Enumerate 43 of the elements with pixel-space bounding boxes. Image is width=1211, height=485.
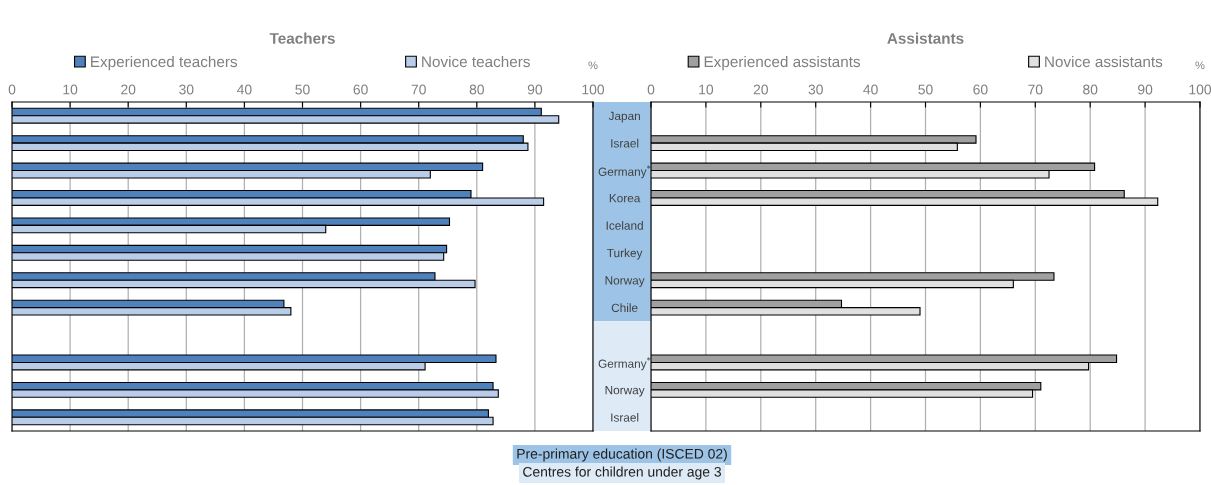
x-tick-label: 70 <box>411 84 426 95</box>
x-tick-label: 30 <box>179 84 194 95</box>
y-tick-label: Germany$^{*}$ <box>598 357 651 371</box>
x-tick-label: 90 <box>527 84 543 95</box>
x-tick-label: 100 <box>1189 84 1211 95</box>
y-tick-label: Israel <box>611 138 639 148</box>
y-tick-label: Israel <box>611 413 639 422</box>
y-tick-label: Iceland <box>606 221 643 230</box>
x-tick-label: 10 <box>699 84 714 95</box>
x-tick-label: 70 <box>1028 84 1043 95</box>
legend-label: Novice teachers <box>422 55 530 68</box>
x-tick-label: 80 <box>469 84 484 95</box>
legend-label: Novice assistants <box>1045 55 1163 68</box>
legend-label: Experienced teachers <box>91 55 238 71</box>
x-tick-label: 40 <box>237 84 252 95</box>
x-tick-label: 90 <box>1138 84 1153 95</box>
x-tick-label: 50 <box>295 84 310 95</box>
text: Centres for children under age 3 <box>523 466 721 480</box>
y-tick-label: Japan <box>608 111 640 123</box>
x-tick-label: 50 <box>918 84 933 95</box>
x-tick-label: 20 <box>121 84 136 95</box>
legend-label: Experienced assistants <box>704 55 861 71</box>
x-tick-label: 100 <box>582 84 605 95</box>
x-axis-title: % <box>1195 61 1205 70</box>
x-tick-label: 0 <box>647 84 655 95</box>
x-tick-label: 80 <box>1083 84 1098 95</box>
y-tick-label: Turkey <box>607 248 643 260</box>
text: Pre-primary education (ISCED 02) <box>517 448 727 462</box>
x-tick-label: 30 <box>808 84 823 95</box>
y-tick-label: Germany$^{*}$ <box>598 165 651 179</box>
chart-title: Teachers <box>269 32 335 44</box>
y-tick-label: Korea <box>609 194 641 203</box>
x-tick-label: 0 <box>8 84 16 95</box>
chart-title: Assistants <box>887 32 964 44</box>
x-tick-label: 60 <box>353 84 368 95</box>
y-tick-label: Norway <box>605 386 645 397</box>
x-tick-label: 40 <box>863 84 878 95</box>
x-axis-title: % <box>588 61 598 70</box>
x-tick-label: 20 <box>753 84 768 95</box>
x-tick-label: 10 <box>63 84 78 95</box>
x-tick-label: 60 <box>973 84 988 95</box>
y-tick-label: Chile <box>611 303 638 313</box>
y-tick-label: Norway <box>605 276 645 287</box>
